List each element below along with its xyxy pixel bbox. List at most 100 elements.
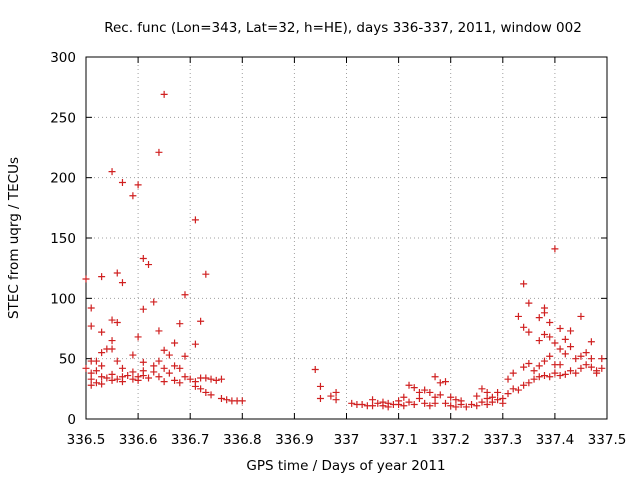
data-point: [483, 394, 491, 402]
data-point: [540, 309, 548, 317]
data-point: [118, 279, 126, 287]
data-point: [87, 381, 95, 389]
grid-lines: [86, 57, 607, 419]
data-point: [82, 364, 90, 372]
x-tick-label: 337.3: [483, 432, 522, 448]
data-point: [556, 361, 564, 369]
x-tick-label: 337.5: [588, 432, 627, 448]
data-point: [478, 398, 486, 406]
data-point: [525, 299, 533, 307]
data-point: [405, 381, 413, 389]
y-tick-label: 0: [67, 412, 76, 428]
data-point: [238, 397, 246, 405]
data-point: [561, 370, 569, 378]
data-point: [494, 388, 502, 396]
data-point: [421, 386, 429, 394]
data-point: [441, 378, 449, 386]
data-point: [478, 385, 486, 393]
y-tick-labels: 0 50 100 150 200 250 300: [50, 50, 76, 428]
data-point: [332, 396, 340, 404]
data-point: [405, 398, 413, 406]
data-point: [118, 178, 126, 186]
data-point: [124, 372, 132, 380]
data-point: [217, 375, 225, 383]
data-point: [587, 338, 595, 346]
data-points: [82, 90, 606, 411]
data-point: [520, 363, 528, 371]
data-point: [551, 245, 559, 253]
data-point: [561, 335, 569, 343]
data-point: [139, 358, 147, 366]
data-point: [217, 394, 225, 402]
data-point: [431, 399, 439, 407]
data-point: [509, 385, 517, 393]
data-point: [129, 351, 137, 359]
data-point: [447, 393, 455, 401]
data-point: [113, 318, 121, 326]
data-point: [118, 378, 126, 386]
data-point: [499, 399, 507, 407]
data-point: [473, 402, 481, 410]
data-point: [546, 333, 554, 341]
data-point: [462, 403, 470, 411]
data-point: [155, 327, 163, 335]
data-point: [108, 168, 116, 176]
x-tick-label: 336.6: [119, 432, 158, 448]
data-point: [92, 367, 100, 375]
data-point: [139, 372, 147, 380]
data-point: [176, 379, 184, 387]
data-point: [160, 378, 168, 386]
data-point: [514, 312, 522, 320]
data-point: [384, 403, 392, 411]
data-point: [139, 305, 147, 313]
data-point: [374, 399, 382, 407]
data-point: [535, 337, 543, 345]
data-point: [98, 349, 106, 357]
data-point: [197, 317, 205, 325]
y-tick-label: 200: [50, 171, 76, 187]
x-tick-label: 337.4: [536, 432, 575, 448]
data-point: [98, 380, 106, 388]
data-point: [525, 379, 533, 387]
chart-title: Rec. func (Lon=343, Lat=32, h=HE), days …: [104, 20, 582, 36]
data-point: [223, 396, 231, 404]
data-point: [202, 374, 210, 382]
data-point: [447, 402, 455, 410]
data-point: [540, 331, 548, 339]
data-point: [171, 376, 179, 384]
data-point: [395, 401, 403, 409]
data-point: [134, 333, 142, 341]
data-point: [426, 388, 434, 396]
data-point: [191, 340, 199, 348]
data-point: [129, 375, 137, 383]
x-tick-label: 337.1: [379, 432, 418, 448]
data-point: [468, 401, 476, 409]
data-point: [98, 362, 106, 370]
data-point: [473, 392, 481, 400]
data-point: [171, 362, 179, 370]
data-point: [369, 396, 377, 404]
data-point: [546, 373, 554, 381]
data-point: [535, 314, 543, 322]
data-point: [582, 361, 590, 369]
data-point: [556, 325, 564, 332]
data-point: [488, 398, 496, 406]
data-point: [520, 323, 528, 331]
data-point: [160, 346, 168, 354]
data-point: [551, 369, 559, 377]
data-point: [113, 269, 121, 277]
data-point: [171, 339, 179, 347]
data-point: [348, 399, 356, 407]
data-point: [535, 373, 543, 381]
data-point: [191, 216, 199, 224]
data-point: [567, 367, 575, 375]
data-point: [530, 367, 538, 375]
x-tick-label: 337.2: [431, 432, 470, 448]
y-axis-label: STEC from uqrg / TECUs: [6, 157, 22, 319]
data-point: [332, 388, 340, 396]
data-point: [129, 368, 137, 376]
data-point: [535, 362, 543, 370]
data-point: [108, 370, 116, 378]
data-point: [483, 388, 491, 396]
